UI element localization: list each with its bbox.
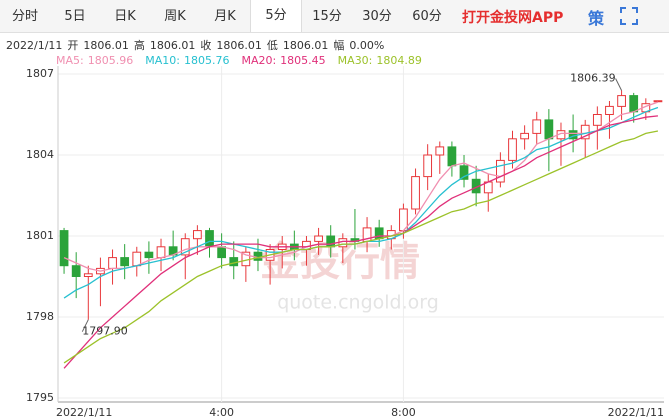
info-text: 1806.01 [216, 39, 262, 52]
candle-body [605, 105, 614, 116]
ma-line [63, 130, 659, 364]
info-text: 1806.01 [150, 39, 196, 52]
info-text: 幅 [333, 39, 344, 52]
candle-body [423, 154, 433, 178]
candle-body [314, 235, 323, 242]
info-text: 开 [67, 39, 78, 52]
legend-value: 1805.45 [280, 54, 326, 67]
candle-body [59, 230, 69, 267]
annotation-label: 1797.90 [82, 325, 128, 338]
candle-body [120, 257, 130, 267]
y-tick-label: 1807 [26, 67, 54, 80]
watermark-url: quote.cngold.org [277, 292, 439, 314]
candle-body [520, 132, 529, 140]
candle-body [71, 265, 81, 277]
candle-body [459, 165, 469, 180]
candle-body [338, 238, 348, 248]
candle-body [156, 246, 166, 259]
candle-body [326, 235, 336, 248]
tab[interactable]: 月K [214, 8, 236, 24]
legend-label: MA30: [338, 54, 373, 67]
annotation-leader [81, 319, 89, 332]
app-link[interactable]: 打开金投网APP [462, 10, 564, 26]
candle-body [108, 257, 117, 269]
tab[interactable]: 15分 [312, 8, 342, 24]
info-text: 2022/1/11 [6, 39, 62, 52]
candle-body [447, 146, 457, 167]
tab[interactable]: 周K [164, 8, 186, 24]
info-text: 1806.01 [283, 39, 329, 52]
tab[interactable]: 分时 [11, 8, 38, 24]
y-tick-label: 1804 [26, 148, 54, 161]
info-text: 低 [267, 39, 278, 52]
x-tick-label: 2022/1/11 [608, 406, 664, 419]
candle-body [532, 119, 542, 134]
legend-label: MA20: [241, 54, 276, 67]
candle-body [592, 114, 602, 126]
legend-label: MA5: [56, 54, 84, 67]
chart: 金投行情 quote.cngold.org 2022/1/11 开 1806.01 高… [6, 38, 664, 419]
info-text: 1806.01 [83, 39, 129, 52]
candle-body [144, 251, 154, 259]
x-tick-label: 2022/1/11 [56, 406, 112, 419]
y-tick-label: 1798 [26, 310, 54, 323]
legend-label: MA10: [145, 54, 180, 67]
tab[interactable]: 5分 [250, 0, 302, 32]
candle-body [496, 159, 505, 183]
candle-body [132, 251, 142, 267]
candle-body [217, 246, 226, 259]
info-text: 收 [200, 38, 211, 52]
tab-bar: 分时 5日 日K 周K 月K 5分 15分 30分 60分 [0, 0, 669, 33]
fullscreen-icon[interactable] [620, 7, 638, 25]
tab[interactable]: 30分 [362, 8, 392, 24]
legend-value: 1805.76 [184, 54, 230, 67]
info-text: 高 [134, 38, 145, 52]
candle-body [193, 230, 202, 240]
annotation-leader [615, 78, 623, 91]
info-text: 0.00% [349, 39, 384, 52]
candle-body [435, 146, 445, 156]
tab[interactable]: 5日 [64, 8, 86, 24]
candle-body [83, 273, 93, 278]
candle-body [653, 100, 663, 103]
legend-value: 1804.89 [376, 54, 422, 67]
ma-line [63, 115, 659, 369]
candle-body [229, 257, 239, 267]
candle-body [180, 238, 190, 256]
legend-value: 1805.96 [88, 54, 134, 67]
candle-body [629, 95, 639, 113]
y-tick-label: 1801 [26, 229, 54, 242]
tab[interactable]: 日K [114, 8, 136, 24]
annotation-label: 1806.39 [570, 71, 616, 84]
candle-body [253, 251, 263, 261]
x-tick-label: 8:00 [391, 406, 416, 419]
candle-body [508, 138, 517, 161]
candle-body [205, 230, 214, 248]
candle-body [617, 95, 626, 107]
y-tick-label: 1795 [26, 391, 54, 404]
strategy-button[interactable]: 策 [588, 9, 605, 28]
candle-body [544, 119, 554, 140]
tab[interactable]: 60分 [412, 8, 442, 24]
x-tick-label: 4:00 [209, 406, 234, 419]
candle-body [411, 176, 420, 210]
